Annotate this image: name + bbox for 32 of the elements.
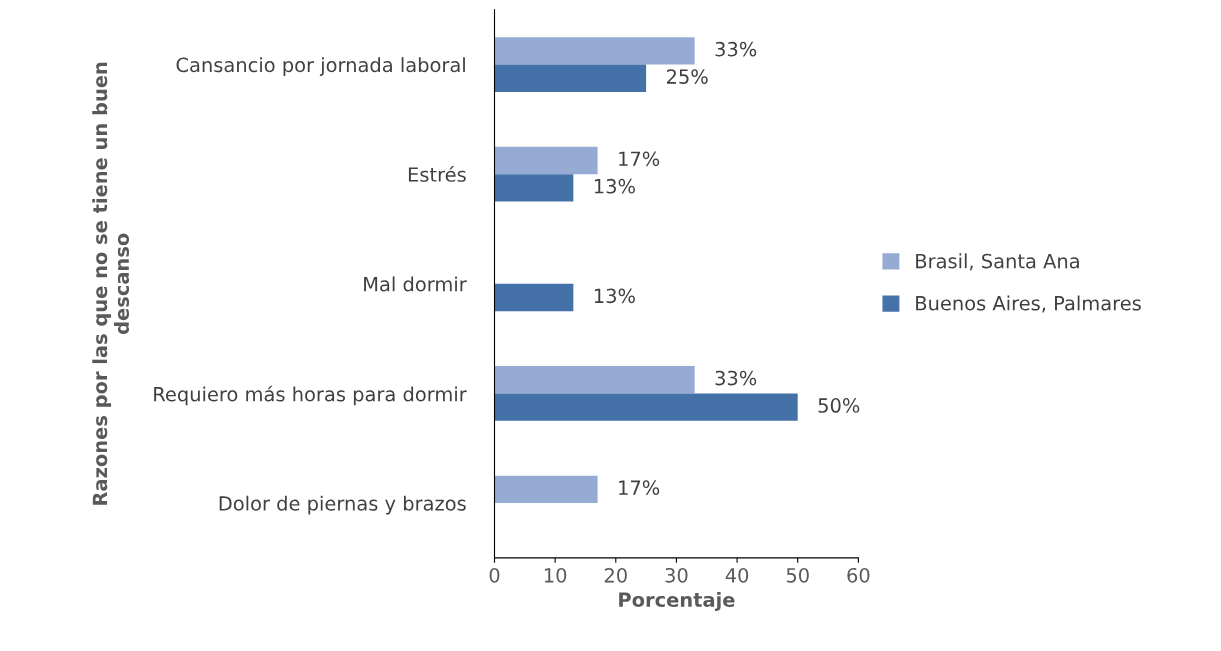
bar [494, 37, 695, 65]
legend-label: Brasil, Santa Ana [916, 253, 1079, 271]
y-tick-label: Dolor de piernas y brazos [219, 495, 466, 515]
y-tick-label: Cansancio por jornada laboral [176, 57, 465, 77]
x-tick-label: 40 [725, 567, 749, 583]
y-tick-label: Mal dormir [364, 276, 467, 292]
y-axis-title: Razones por las que no se tiene un buen descanso [92, 62, 130, 505]
x-tick-label: 60 [847, 567, 870, 583]
data-label: 17% [619, 480, 660, 496]
x-tick-label: 50 [786, 567, 809, 583]
data-label: 13% [594, 178, 635, 194]
data-label: 33% [715, 370, 757, 386]
data-label: 33% [715, 41, 757, 57]
y-tick-label: Requiero más horas para dormir [154, 385, 467, 406]
bar [494, 366, 695, 394]
data-label: 13% [594, 288, 635, 304]
x-axis-title: Porcentaje [619, 592, 735, 611]
data-label: 25% [666, 69, 708, 84]
legend-label: Buenos Aires, Palmares [916, 295, 1141, 313]
bar [494, 393, 798, 421]
y-tick-label: Estrés [408, 166, 466, 182]
x-tick-label: 10 [544, 567, 567, 583]
bar [494, 283, 574, 312]
data-label: 50% [818, 398, 860, 413]
bar [494, 146, 598, 175]
bar [494, 64, 647, 92]
x-tick-label: 20 [604, 567, 627, 583]
data-label: 17% [619, 151, 660, 167]
x-tick-label: 0 [489, 567, 500, 583]
bar [494, 174, 574, 202]
bar [494, 475, 598, 504]
x-tick-label: 30 [665, 567, 688, 583]
